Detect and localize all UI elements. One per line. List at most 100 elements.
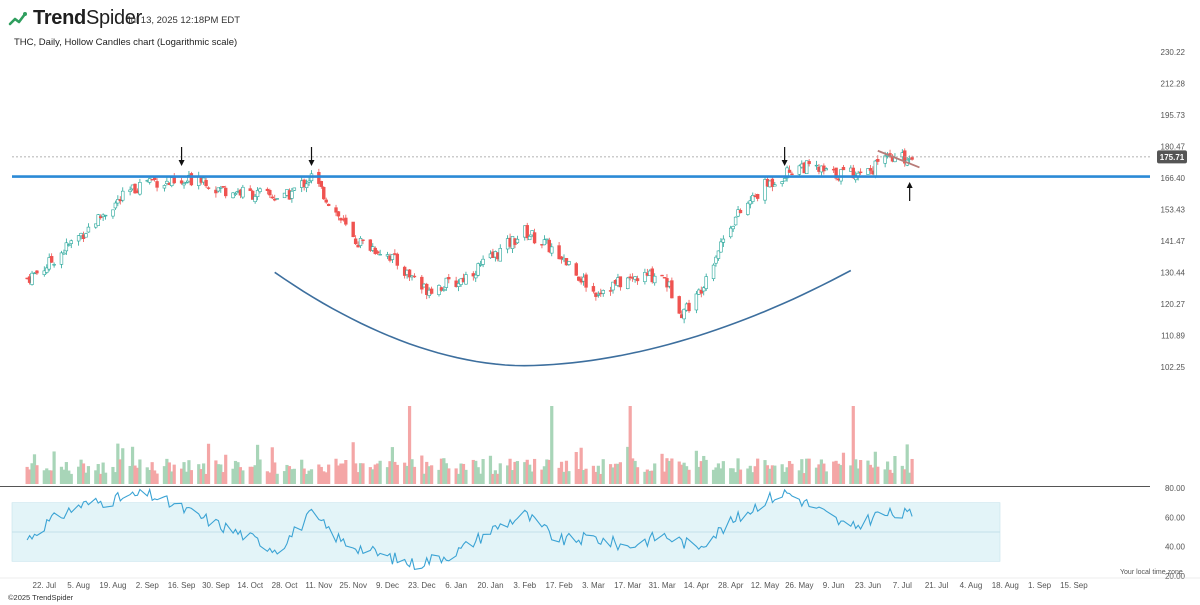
volume-bar: [893, 455, 897, 484]
volume-bar: [231, 468, 235, 484]
volume-bar: [613, 463, 618, 484]
candle-bull: [103, 214, 108, 217]
volume-bars: [25, 406, 914, 484]
time-tick-label: 1. Sep: [1028, 581, 1052, 590]
volume-bar: [285, 464, 289, 484]
candle-bull: [721, 238, 726, 243]
volume-bar: [113, 472, 117, 484]
volume-bar: [388, 461, 392, 484]
candle-bear: [368, 239, 373, 251]
candle-bull: [290, 190, 294, 199]
time-tick-label: 26. May: [785, 581, 813, 590]
volume-bar: [442, 458, 446, 484]
candle-bull: [62, 252, 66, 255]
volume-bar: [868, 464, 873, 484]
volume-bar: [403, 462, 407, 484]
volume-bar: [327, 464, 331, 484]
time-tick-label: 30. Sep: [202, 581, 230, 590]
arrow-head: [178, 160, 185, 166]
volume-bar: [69, 473, 73, 484]
volume-bar: [790, 463, 794, 484]
volume-bar: [819, 459, 824, 484]
trendspider-logo-icon: [8, 11, 27, 25]
candle-bear: [407, 269, 412, 278]
volume-bar: [736, 458, 740, 484]
volume-bar: [513, 461, 517, 484]
candle-bull: [596, 294, 601, 296]
candle-bear: [858, 171, 863, 174]
volume-bar: [165, 458, 169, 484]
volume-bar: [680, 464, 684, 484]
candle-bear: [532, 232, 537, 244]
volume-bar: [86, 466, 91, 484]
candle-bear: [155, 181, 159, 188]
volume-bar: [596, 465, 600, 484]
candle-bull: [52, 264, 56, 266]
volume-bar: [376, 463, 380, 484]
volume-bar: [905, 444, 909, 484]
volume-bar: [643, 471, 647, 484]
volume-bar: [532, 458, 537, 484]
volume-bar: [582, 470, 586, 484]
volume-bar: [488, 455, 493, 484]
volume-bar: [834, 460, 838, 484]
volume-bar: [783, 471, 787, 484]
candle-bull: [728, 227, 733, 238]
volume-bar: [322, 471, 326, 484]
price-tick-label: 230.22: [1161, 48, 1186, 57]
volume-bar: [410, 459, 414, 484]
candle-bear: [439, 287, 444, 291]
volume-bar: [594, 471, 598, 484]
volume-bar: [859, 460, 863, 484]
volume-bar: [407, 406, 412, 484]
time-tick-label: 3. Mar: [582, 581, 605, 590]
candle-bull: [184, 181, 189, 184]
price-tick-label: 120.27: [1161, 300, 1186, 309]
volume-bar: [814, 467, 819, 484]
arrow-head: [308, 160, 315, 166]
volume-bar: [883, 469, 887, 484]
volume-bar: [888, 469, 892, 484]
candle-bear: [787, 169, 792, 173]
volume-bar: [341, 463, 345, 484]
candle-bull: [515, 238, 520, 244]
volume-bar: [508, 458, 512, 484]
candle-bull: [304, 183, 309, 188]
volume-bar: [241, 470, 245, 484]
time-tick-label: 25. Nov: [339, 581, 367, 590]
volume-bar: [687, 469, 691, 484]
candle-bull: [643, 272, 647, 283]
volume-bar: [498, 463, 502, 484]
rsi-axis: 80.00 60.00 40.00 20.00: [1165, 484, 1186, 581]
candle-bear: [557, 245, 561, 260]
volume-bar: [356, 472, 360, 484]
candle-bull: [633, 276, 637, 280]
volume-bar: [437, 469, 441, 484]
price-tick-label: 180.47: [1161, 142, 1186, 151]
candle-bear: [888, 153, 892, 155]
candle-bull: [653, 275, 657, 284]
volume-bar: [204, 473, 208, 484]
volume-bar: [255, 444, 260, 484]
volume-bar: [179, 468, 184, 484]
volume-bar: [170, 471, 174, 484]
volume-bar: [128, 465, 132, 484]
time-tick-label: 7. Jul: [893, 581, 912, 590]
volume-bar: [768, 468, 772, 484]
candle-bear: [265, 188, 270, 191]
volume-bar: [59, 466, 64, 484]
candle-bear: [49, 256, 54, 263]
volume-bar: [118, 459, 122, 484]
candle-bear: [662, 277, 667, 279]
candle-bear: [591, 286, 596, 292]
volume-bar: [25, 466, 29, 484]
volume-bar: [101, 462, 105, 484]
candle-bear: [35, 270, 39, 274]
chart-header: TrendSpider Jul 13, 2025 12:18PM EDT: [0, 0, 1200, 34]
time-tick-label: 14. Oct: [237, 581, 264, 590]
time-tick-label: 9. Jun: [823, 581, 845, 590]
volume-bar: [734, 472, 738, 484]
timestamp: Jul 13, 2025 12:18PM EDT: [126, 15, 241, 26]
volume-bar: [903, 469, 907, 484]
